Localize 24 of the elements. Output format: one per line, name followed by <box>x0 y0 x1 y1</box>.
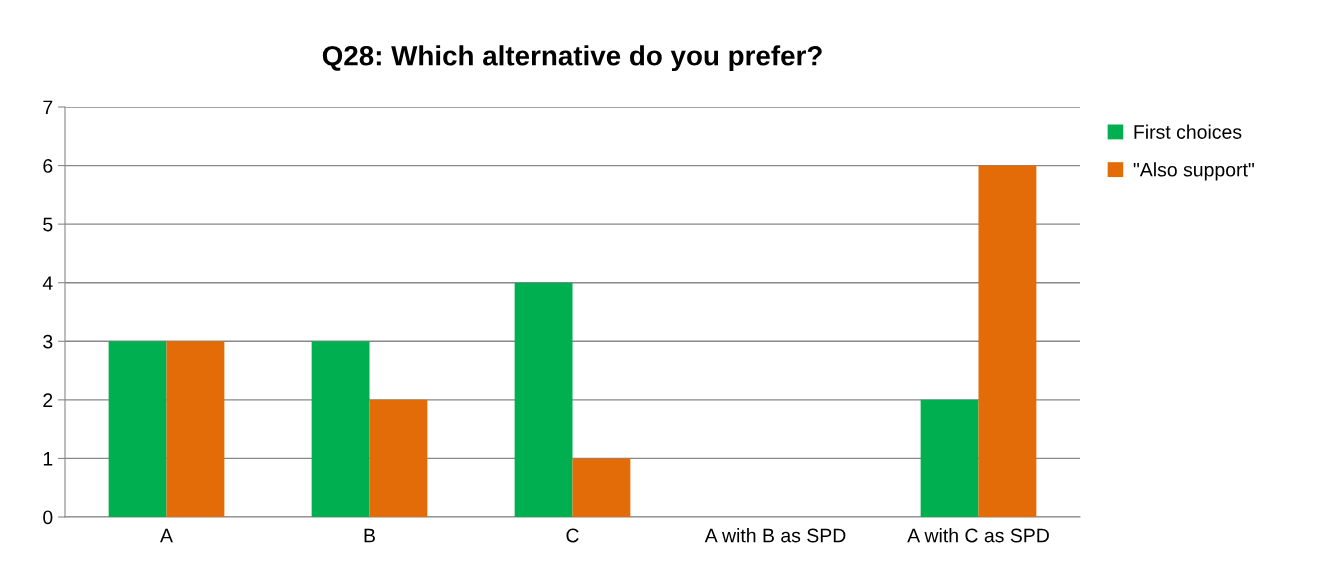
y-tick-label: 0 <box>43 510 53 525</box>
y-tick-label: 1 <box>43 452 53 466</box>
bar <box>978 165 1037 517</box>
bar <box>166 341 225 517</box>
y-tick-label: 3 <box>43 334 53 349</box>
bar <box>920 399 979 517</box>
bar <box>369 399 428 517</box>
bar <box>311 341 370 517</box>
y-tick-label: 6 <box>43 159 53 173</box>
y-tick-label: 7 <box>43 100 53 115</box>
y-tick-label: 5 <box>43 217 53 232</box>
y-tick-label: 2 <box>43 393 53 407</box>
y-tick-label: 4 <box>42 276 53 290</box>
x-tick-label: A <box>160 528 173 543</box>
x-tick-label: B <box>364 528 375 543</box>
x-tick-label: C <box>566 528 579 543</box>
bar <box>108 341 167 517</box>
legend-label: "Also support" <box>1133 162 1254 181</box>
chart-title: Q28: Which alternative do you prefer? <box>322 45 822 72</box>
legend-label: First choices <box>1134 124 1242 139</box>
bar <box>514 282 573 517</box>
x-tick-label: A with C as SPD <box>907 528 1049 543</box>
x-tick-label: A with B as SPD <box>704 528 846 543</box>
bar <box>572 458 631 517</box>
